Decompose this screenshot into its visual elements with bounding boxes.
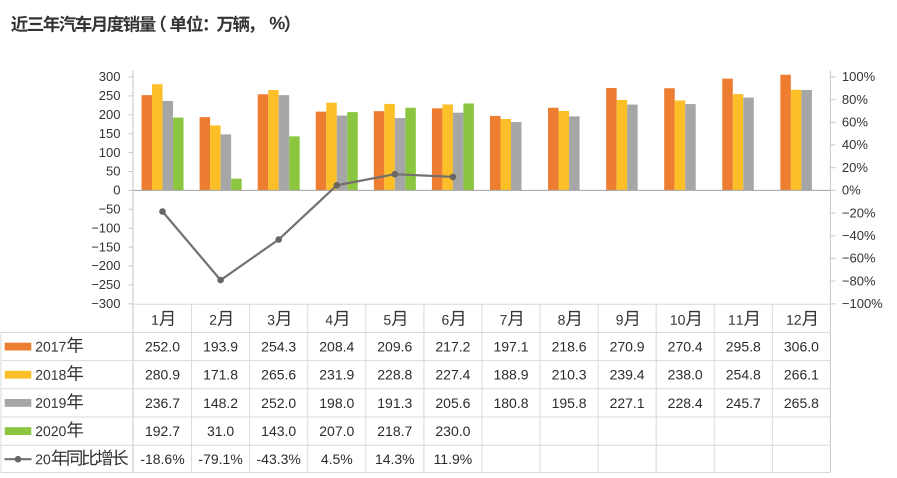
svg-text:−20%: −20% [842,205,876,220]
svg-text:−80%: −80% [842,273,876,288]
svg-text:−300: −300 [91,296,120,311]
svg-text:295.8: 295.8 [726,339,761,355]
svg-text:266.1: 266.1 [784,367,819,383]
svg-text:100: 100 [99,145,121,160]
svg-text:227.4: 227.4 [435,367,470,383]
svg-text:245.7: 245.7 [726,395,761,411]
svg-text:205.6: 205.6 [435,395,470,411]
svg-text:207.0: 207.0 [319,423,354,439]
svg-text:193.9: 193.9 [203,339,238,355]
svg-text:148.2: 148.2 [203,395,238,411]
svg-text:300: 300 [99,69,121,84]
svg-text:4.5%: 4.5% [321,451,353,467]
svg-text:239.4: 239.4 [610,367,645,383]
svg-text:227.1: 227.1 [610,395,645,411]
svg-text:−100: −100 [91,220,120,235]
svg-text:40%: 40% [842,137,868,152]
svg-text:250: 250 [99,88,121,103]
svg-text:14.3%: 14.3% [375,451,415,467]
svg-text:192.7: 192.7 [145,423,180,439]
svg-text:252.0: 252.0 [261,395,296,411]
svg-text:-18.6%: -18.6% [140,451,184,467]
svg-text:254.3: 254.3 [261,339,296,355]
svg-text:252.0: 252.0 [145,339,180,355]
svg-text:80%: 80% [842,92,868,107]
svg-text:280.9: 280.9 [145,367,180,383]
svg-text:0%: 0% [842,183,861,198]
svg-text:50: 50 [106,164,120,179]
svg-text:20%: 20% [842,160,868,175]
svg-text:60%: 60% [842,115,868,130]
svg-text:-43.3%: -43.3% [257,451,301,467]
svg-text:218.6: 218.6 [552,339,587,355]
svg-text:31.0: 31.0 [207,423,234,439]
svg-text:0: 0 [113,183,120,198]
svg-text:171.8: 171.8 [203,367,238,383]
svg-text:−100%: −100% [842,296,883,311]
svg-text:−200: −200 [91,258,120,273]
svg-text:191.3: 191.3 [377,395,412,411]
svg-text:209.6: 209.6 [377,339,412,355]
svg-text:265.6: 265.6 [261,367,296,383]
svg-text:228.4: 228.4 [668,395,703,411]
svg-text:−60%: −60% [842,251,876,266]
svg-text:208.4: 208.4 [319,339,354,355]
svg-text:200: 200 [99,107,121,122]
svg-text:236.7: 236.7 [145,395,180,411]
svg-text:195.8: 195.8 [552,395,587,411]
svg-text:238.0: 238.0 [668,367,703,383]
svg-text:-79.1%: -79.1% [198,451,242,467]
svg-text:100%: 100% [842,69,876,84]
svg-text:198.0: 198.0 [319,395,354,411]
svg-text:197.1: 197.1 [493,339,528,355]
svg-text:265.8: 265.8 [784,395,819,411]
svg-text:143.0: 143.0 [261,423,296,439]
svg-text:11.9%: 11.9% [434,451,473,467]
svg-text:−40%: −40% [842,228,876,243]
svg-text:218.7: 218.7 [377,423,412,439]
svg-text:180.8: 180.8 [493,395,528,411]
svg-text:306.0: 306.0 [784,339,819,355]
svg-text:228.8: 228.8 [377,367,412,383]
svg-text:188.9: 188.9 [493,367,528,383]
svg-text:230.0: 230.0 [435,423,470,439]
svg-text:254.8: 254.8 [726,367,761,383]
svg-text:−50: −50 [98,202,120,217]
svg-text:270.4: 270.4 [668,339,703,355]
svg-text:231.9: 231.9 [319,367,354,383]
svg-text:−250: −250 [91,277,120,292]
svg-text:270.9: 270.9 [610,339,645,355]
svg-text:−150: −150 [91,239,120,254]
svg-text:150: 150 [99,126,121,141]
svg-text:217.2: 217.2 [435,339,470,355]
svg-text:210.3: 210.3 [552,367,587,383]
